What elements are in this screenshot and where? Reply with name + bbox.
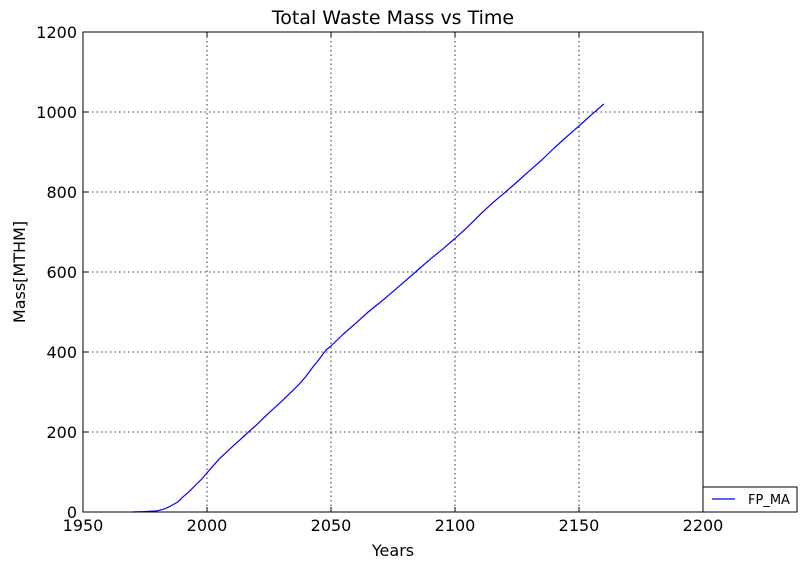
y-tick-label: 400	[46, 343, 77, 362]
y-tick-label: 1200	[36, 23, 77, 42]
y-tick-label: 0	[67, 503, 77, 522]
x-axis-label: Years	[371, 541, 414, 560]
y-axis-label: Mass[MTHM]	[10, 221, 29, 323]
y-tick-label: 600	[46, 263, 77, 282]
y-axis-ticks: 0 200 400 600 800 1000 1200	[36, 23, 703, 522]
y-tick-label: 800	[46, 183, 77, 202]
x-tick-label: 2000	[187, 516, 228, 535]
x-tick-label: 2050	[311, 516, 352, 535]
x-axis-ticks: 1950 2000 2050 2100 2150 2200	[63, 32, 724, 535]
y-tick-label: 200	[46, 423, 77, 442]
series-group	[132, 103, 605, 513]
x-tick-label: 2150	[559, 516, 600, 535]
x-tick-label: 2100	[435, 516, 476, 535]
legend: FP_MA	[702, 486, 798, 513]
plot-frame	[82, 31, 704, 513]
x-tick-label: 1950	[63, 516, 104, 535]
x-tick-label: 2200	[683, 516, 724, 535]
grid-lines	[83, 32, 703, 512]
legend-label-fp-ma: FP_MA	[748, 493, 790, 508]
series-line-fp-ma	[132, 103, 605, 513]
y-tick-label: 1000	[36, 103, 77, 122]
chart-title: Total Waste Mass vs Time	[271, 7, 514, 29]
